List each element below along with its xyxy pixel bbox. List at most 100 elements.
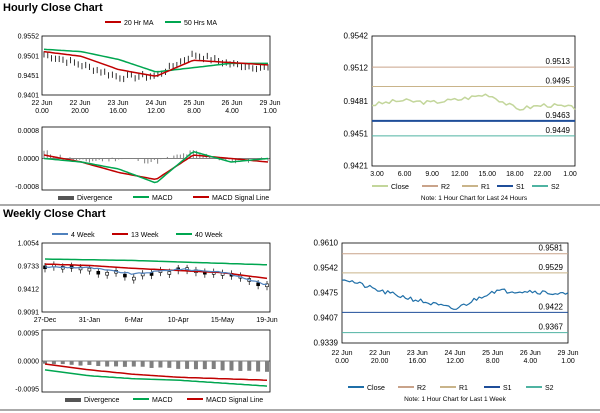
x-tick-label: 29 Jun — [259, 100, 280, 107]
y-tick-label: 0.0000 — [18, 156, 40, 163]
y-tick-label: -0.0095 — [15, 387, 39, 394]
chart-note: Note: 1 Hour Chart for Last 1 Week — [404, 396, 507, 403]
divergence-bar — [140, 361, 145, 367]
x-tick-label: 9.00 — [425, 171, 439, 178]
y-tick-label: -0.0008 — [15, 184, 39, 191]
x-tick-label: 22 Jun — [69, 100, 90, 107]
divergence-bar — [105, 361, 110, 367]
legend-label: 50 Hrs MA — [184, 20, 217, 27]
x-tick-label: 27-Dec — [34, 317, 57, 324]
y-tick-label: 0.9481 — [344, 97, 369, 106]
divergence-bar — [122, 361, 127, 367]
x-tick-label: 8.00 — [486, 358, 500, 365]
legend-swatch — [58, 196, 74, 200]
x-tick-label: 12.00 — [147, 108, 165, 115]
legend-label: Close — [367, 385, 385, 392]
y-tick-label: 0.9091 — [18, 310, 40, 317]
ma20-line — [43, 50, 269, 77]
x-tick-label: 22 Jun — [331, 350, 352, 357]
divergence-bar — [229, 361, 234, 371]
x-tick-label: 4.00 — [225, 108, 239, 115]
chart-note: Note: 1 Hour Chart for Last 24 Hours — [421, 195, 528, 202]
legend-swatch — [133, 398, 149, 400]
x-tick-label: 10-Apr — [168, 317, 190, 324]
legend-swatch — [440, 386, 456, 388]
x-tick-label: 16.00 — [109, 108, 127, 115]
legend-swatch — [422, 185, 438, 187]
y-tick-label: 0.9407 — [314, 313, 339, 322]
legend-swatch — [133, 196, 149, 198]
legend-label: 13 Week — [131, 232, 159, 239]
divergence-bar — [51, 361, 56, 365]
divergence-bar — [265, 361, 269, 372]
weekly-section-title: Weekly Close Chart — [3, 208, 106, 220]
y-tick-label: 0.9412 — [18, 287, 40, 294]
divergence-bar — [167, 361, 172, 368]
x-tick-label: 25 Jun — [183, 100, 204, 107]
x-tick-label: 4.00 — [524, 358, 538, 365]
x-tick-label: 6.00 — [398, 171, 412, 178]
legend-label: R2 — [417, 385, 426, 392]
candle-body — [96, 270, 101, 275]
legend-label: S1 — [503, 385, 512, 392]
y-tick-label: 0.9610 — [314, 239, 339, 248]
legend-label: MACD — [152, 195, 173, 202]
legend-label: R1 — [459, 385, 468, 392]
divergence-bar — [87, 361, 92, 365]
divergence-bar — [96, 361, 101, 367]
legend-label: MACD Signal Line — [206, 397, 263, 404]
x-tick-label: 22.00 — [534, 171, 552, 178]
x-tick-label: 29 Jun — [557, 350, 578, 357]
legend-label: 4 Week — [71, 232, 95, 239]
x-tick-label: 22 Jun — [31, 100, 52, 107]
legend-label: Close — [391, 184, 409, 191]
legend-label: R1 — [481, 184, 490, 191]
x-tick-label: 24 Jun — [145, 100, 166, 107]
legend-label: S2 — [551, 184, 560, 191]
x-tick-label: 22 Jun — [369, 350, 390, 357]
divergence-bar — [193, 361, 198, 370]
x-tick-label: 3.00 — [370, 171, 384, 178]
ma50-line — [43, 48, 268, 73]
y-tick-label: 1.0054 — [18, 241, 40, 248]
y-tick-label: 0.9401 — [18, 93, 40, 100]
divergence-bar — [78, 361, 83, 366]
level-label: 0.9529 — [539, 263, 564, 272]
x-tick-label: 0.00 — [335, 358, 349, 365]
y-tick-label: 0.0008 — [18, 128, 40, 135]
divergence-bar — [43, 361, 47, 364]
y-tick-label: 0.9733 — [18, 264, 40, 271]
divergence-bar — [238, 361, 243, 371]
level-label: 0.9463 — [546, 111, 571, 120]
level-label: 0.9422 — [539, 302, 564, 311]
x-tick-label: 1.00 — [263, 108, 277, 115]
x-tick-label: 8.00 — [187, 108, 201, 115]
x-tick-label: 23 Jun — [107, 100, 128, 107]
divergence-bar — [202, 361, 207, 370]
macd-line — [43, 151, 269, 184]
legend-label: R2 — [441, 184, 450, 191]
legend-label: S2 — [545, 385, 554, 392]
x-tick-label: 1.00 — [561, 358, 575, 365]
legend-swatch — [532, 185, 548, 187]
legend-swatch — [187, 398, 203, 400]
ma4-line — [44, 266, 268, 285]
legend-swatch — [176, 233, 192, 235]
x-tick-label: 19-Jun — [256, 317, 278, 324]
legend-swatch — [348, 386, 364, 388]
x-tick-label: 12.00 — [446, 358, 464, 365]
y-tick-label: 0.9512 — [344, 64, 369, 73]
x-tick-label: 24 Jun — [444, 350, 465, 357]
y-tick-label: 0.9421 — [344, 162, 369, 171]
x-tick-label: 18.00 — [506, 171, 524, 178]
legend-swatch — [165, 21, 181, 23]
level-label: 0.9513 — [546, 57, 571, 66]
legend-swatch — [193, 196, 209, 198]
x-tick-label: 20.00 — [371, 358, 389, 365]
legend-swatch — [526, 386, 542, 388]
y-tick-label: 0.9501 — [18, 53, 40, 60]
plot-frame — [341, 242, 569, 344]
plot-frame — [41, 242, 271, 313]
level-label: 0.9449 — [546, 126, 571, 135]
